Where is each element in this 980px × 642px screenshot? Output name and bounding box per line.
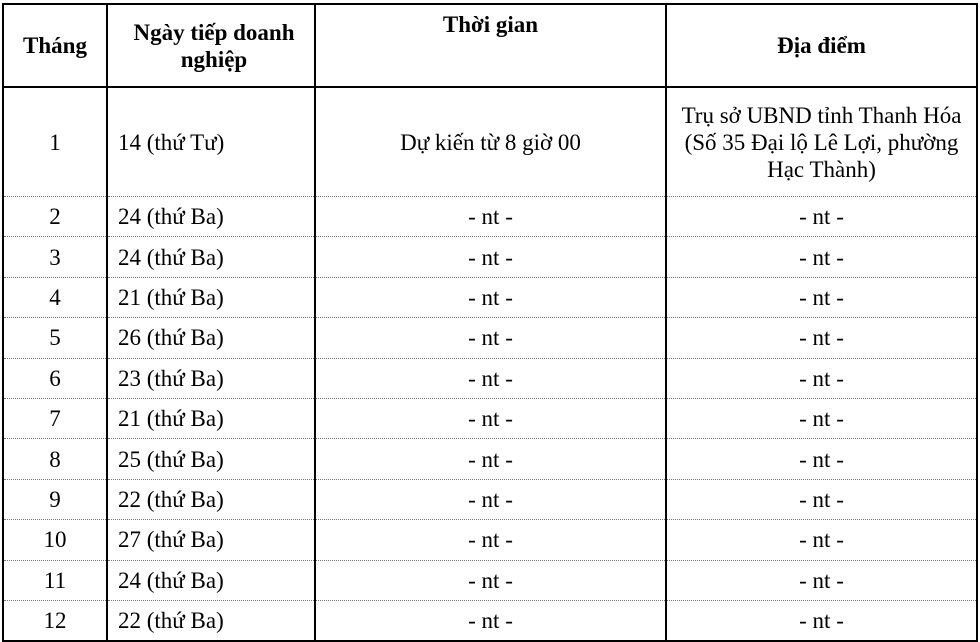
table-row: 9 22 (thứ Ba) - nt -- nt -	[2, 479, 978, 521]
day-cell: 23 (thứ Ba)	[106, 358, 316, 399]
location-cell: - nt -	[665, 560, 978, 601]
header-month: Tháng	[2, 3, 108, 88]
day-cell: 24 (thứ Ba)	[106, 236, 316, 278]
location-cell: - nt -	[665, 438, 978, 480]
month-cell: 4	[2, 277, 108, 319]
location-cell: - nt -	[665, 600, 978, 642]
header-meeting-day: Ngày tiếp doanh nghiệp	[106, 3, 316, 88]
time-cell: - nt -	[314, 317, 667, 359]
location-cell: - nt -	[665, 196, 978, 238]
day-cell: 25 (thứ Ba)	[106, 438, 316, 480]
location-cell: - nt -	[665, 236, 978, 278]
month-cell: 5	[2, 317, 108, 359]
day-cell: 21 (thứ Ba)	[106, 398, 316, 440]
month-cell: 8	[2, 438, 108, 480]
header-location: Địa điểm	[665, 3, 978, 88]
location-cell: - nt -	[665, 519, 978, 561]
time-cell: - nt -	[314, 600, 667, 642]
table-row: 2 24 (thứ Ba) - nt -- nt -	[2, 196, 978, 238]
table-row: 3 24 (thứ Ba) - nt -- nt -	[2, 236, 978, 278]
location-cell: - nt -	[665, 317, 978, 359]
time-cell: - nt -	[314, 398, 667, 440]
month-cell: 2	[2, 196, 108, 238]
table-row: 11 24 (thứ Ba) - nt -- nt -	[2, 560, 978, 601]
month-cell: 6	[2, 358, 108, 399]
day-cell: 14 (thứ Tư)	[106, 87, 316, 197]
day-cell: 26 (thứ Ba)	[106, 317, 316, 359]
time-cell: Dự kiến từ 8 giờ 00	[314, 87, 667, 197]
day-cell: 22 (thứ Ba)	[106, 600, 316, 642]
location-cell: - nt -	[665, 358, 978, 399]
table-row: 6 23 (thứ Ba) - nt -- nt -	[2, 358, 978, 399]
time-cell: - nt -	[314, 236, 667, 278]
header-row: Tháng Ngày tiếp doanh nghiệp Thời gian Đ…	[2, 3, 978, 88]
table-row: 5 26 (thứ Ba) - nt -- nt -	[2, 317, 978, 359]
table-row: 12 22 (thứ Ba) - nt -- nt -	[2, 600, 978, 642]
location-cell: Trụ sở UBND tỉnh Thanh Hóa (Số 35 Đại lộ…	[665, 87, 978, 197]
location-cell: - nt -	[665, 277, 978, 319]
month-cell: 12	[2, 600, 108, 642]
day-cell: 27 (thứ Ba)	[106, 519, 316, 561]
month-cell: 10	[2, 519, 108, 561]
table-row: 7 21 (thứ Ba) - nt -- nt -	[2, 398, 978, 440]
location-cell: - nt -	[665, 479, 978, 521]
table-row: 1 14 (thứ Tư) Dự kiến từ 8 giờ 00 Trụ sở UB…	[2, 87, 978, 197]
month-cell: 7	[2, 398, 108, 440]
table-row: 4 21 (thứ Ba) - nt -- nt -	[2, 277, 978, 319]
time-cell: - nt -	[314, 560, 667, 601]
time-cell: - nt -	[314, 479, 667, 521]
month-cell: 3	[2, 236, 108, 278]
time-cell: - nt -	[314, 519, 667, 561]
table-row: 8 25 (thứ Ba) - nt -- nt -	[2, 438, 978, 480]
table-row: 10 27 (thứ Ba) - nt -- nt -	[2, 519, 978, 561]
time-cell: - nt -	[314, 358, 667, 399]
day-cell: 21 (thứ Ba)	[106, 277, 316, 319]
location-cell: - nt -	[665, 398, 978, 440]
time-cell: - nt -	[314, 277, 667, 319]
month-cell: 1	[2, 87, 108, 197]
business-meeting-schedule-table: Tháng Ngày tiếp doanh nghiệp Thời gian Đ…	[2, 3, 978, 642]
header-time: Thời gian	[314, 3, 667, 88]
month-cell: 11	[2, 560, 108, 601]
day-cell: 24 (thứ Ba)	[106, 560, 316, 601]
day-cell: 24 (thứ Ba)	[106, 196, 316, 238]
time-cell: - nt -	[314, 196, 667, 238]
time-cell: - nt -	[314, 438, 667, 480]
month-cell: 9	[2, 479, 108, 521]
day-cell: 22 (thứ Ba)	[106, 479, 316, 521]
